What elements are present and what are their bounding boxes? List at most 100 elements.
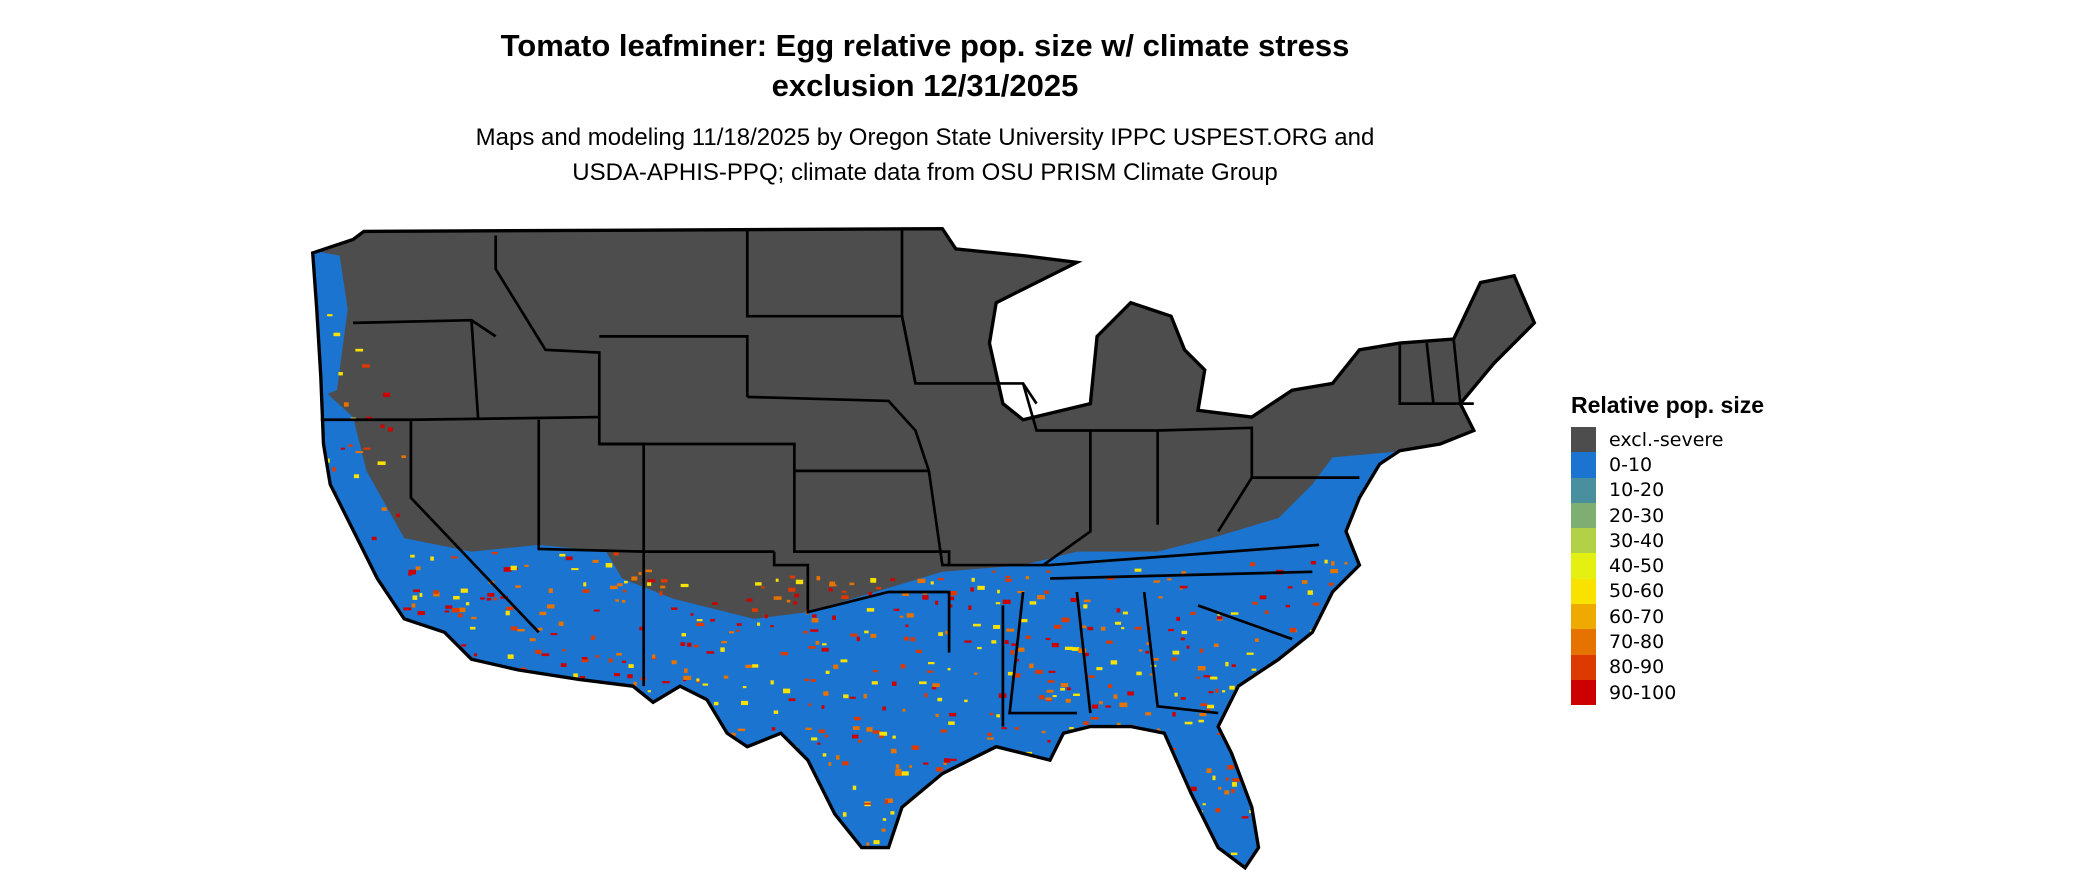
legend-swatch: [1571, 427, 1596, 453]
suitability-patch: [693, 644, 699, 648]
suitability-patch: [1336, 813, 1344, 816]
suitability-patch: [353, 593, 359, 597]
suitability-patch: [361, 364, 370, 368]
legend-item: 80-90: [1571, 654, 1764, 680]
suitability-patch: [890, 578, 895, 582]
suitability-patch: [1070, 597, 1078, 602]
suitability-patch: [868, 592, 873, 596]
suitability-patch: [777, 848, 782, 852]
suitability-patch: [403, 689, 411, 695]
suitability-patch: [808, 703, 812, 706]
suitability-patch: [976, 770, 982, 775]
suitability-patch: [414, 759, 422, 763]
suitability-patch: [558, 808, 563, 811]
suitability-patch: [647, 579, 656, 583]
suitability-patch: [829, 584, 837, 587]
suitability-patch: [419, 592, 423, 598]
suitability-patch: [374, 700, 380, 706]
suitability-patch: [1019, 808, 1027, 812]
suitability-patch: [856, 636, 860, 642]
suitability-patch: [770, 625, 774, 628]
suitability-patch: [1026, 800, 1035, 804]
suitability-patch: [787, 765, 791, 770]
suitability-patch: [832, 615, 836, 620]
suitability-patch: [1265, 726, 1269, 729]
suitability-patch: [795, 809, 803, 815]
suitability-patch: [457, 613, 463, 618]
suitability-patch: [1345, 795, 1353, 798]
suitability-patch: [1212, 775, 1216, 781]
suitability-patch: [745, 664, 753, 668]
suitability-patch: [326, 556, 332, 560]
suitability-patch: [614, 856, 622, 859]
suitability-patch: [1264, 610, 1269, 614]
suitability-patch: [343, 402, 349, 407]
suitability-patch: [730, 732, 736, 737]
suitability-patch: [635, 782, 640, 785]
suitability-patch: [581, 658, 589, 663]
suitability-patch: [636, 717, 643, 722]
suitability-patch: [942, 828, 947, 832]
suitability-patch: [577, 701, 581, 704]
suitability-patch: [797, 798, 803, 802]
suitability-patch: [775, 578, 779, 582]
suitability-patch: [882, 818, 887, 821]
suitability-patch: [1293, 658, 1300, 663]
suitability-patch: [993, 624, 1001, 629]
suitability-patch: [900, 664, 906, 669]
suitability-patch: [1039, 695, 1045, 700]
suitability-patch: [1181, 630, 1188, 635]
suitability-patch: [989, 771, 995, 774]
suitability-patch: [544, 747, 550, 753]
suitability-patch: [652, 708, 656, 713]
suitability-patch: [612, 751, 618, 755]
suitability-patch: [954, 787, 961, 792]
suitability-patch: [568, 775, 576, 779]
suitability-patch: [583, 827, 590, 831]
suitability-patch: [822, 753, 827, 757]
suitability-patch: [689, 793, 697, 798]
suitability-patch: [771, 727, 776, 731]
suitability-patch: [1272, 840, 1280, 844]
suitability-patch: [1083, 842, 1087, 847]
suitability-patch: [634, 853, 640, 857]
suitability-patch: [977, 646, 982, 650]
suitability-patch: [526, 793, 531, 799]
suitability-patch: [838, 848, 843, 852]
suitability-patch: [546, 604, 555, 609]
suitability-patch: [1049, 839, 1055, 842]
suitability-patch: [1184, 721, 1193, 725]
suitability-patch: [1142, 794, 1147, 797]
suitability-patch: [844, 857, 848, 861]
suitability-patch: [371, 745, 377, 748]
suitability-patch: [915, 649, 922, 654]
suitability-patch: [630, 710, 634, 716]
suitability-patch: [1231, 788, 1235, 793]
suitability-patch: [775, 752, 783, 757]
suitability-patch: [810, 629, 819, 632]
suitability-patch: [559, 553, 566, 557]
suitability-patch: [1001, 727, 1007, 730]
suitability-patch: [1313, 718, 1319, 723]
suitability-patch: [719, 827, 728, 831]
suitability-patch: [680, 642, 686, 646]
suitability-patch: [1249, 562, 1256, 567]
suitability-patch: [388, 794, 397, 799]
suitability-patch: [1090, 716, 1099, 720]
suitability-patch: [1084, 652, 1089, 657]
suitability-patch: [590, 635, 596, 641]
suitability-patch: [647, 690, 651, 693]
suitability-patch: [381, 507, 387, 511]
suitability-patch: [604, 761, 611, 764]
suitability-patch: [737, 728, 746, 732]
suitability-patch: [505, 676, 513, 680]
suitability-patch: [1196, 676, 1200, 680]
suitability-patch: [505, 738, 509, 742]
suitability-patch: [671, 607, 678, 610]
suitability-patch: [411, 603, 416, 608]
suitability-patch: [608, 658, 613, 663]
suitability-patch: [472, 852, 476, 857]
suitability-patch: [616, 834, 624, 838]
suitability-patch: [745, 834, 750, 838]
suitability-patch: [475, 823, 479, 828]
